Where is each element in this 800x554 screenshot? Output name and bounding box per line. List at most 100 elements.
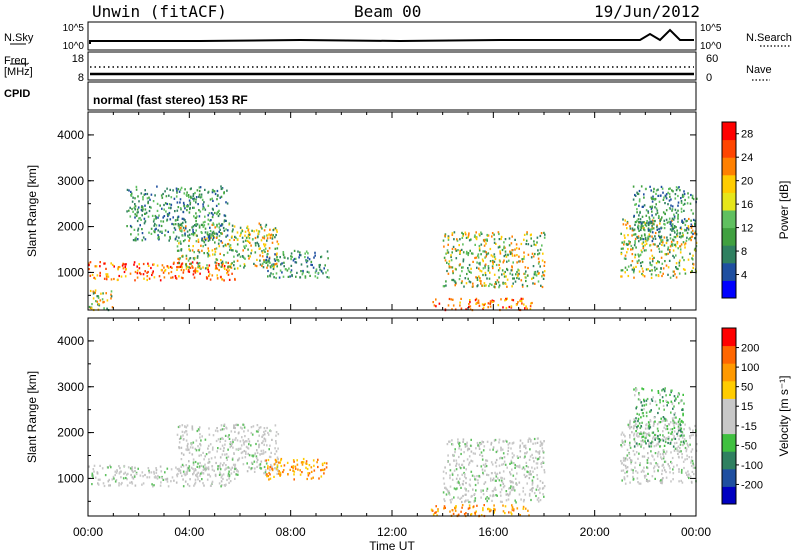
velocity-cell	[496, 449, 499, 452]
velocity-cell	[621, 439, 624, 442]
velocity-cell	[681, 430, 683, 434]
power-cell	[266, 239, 268, 242]
power-cell	[677, 201, 680, 204]
power-cell	[482, 308, 484, 311]
power-cell	[203, 206, 205, 209]
velocity-cell	[470, 470, 473, 473]
power-cell	[683, 190, 685, 193]
velocity-cell	[512, 481, 514, 484]
power-cell	[454, 284, 456, 287]
power-cell	[651, 228, 653, 231]
power-cell	[194, 267, 197, 270]
velocity-cell	[250, 467, 253, 470]
power-cell	[637, 253, 639, 256]
power-cell	[629, 227, 632, 230]
velocity-cell	[199, 436, 201, 439]
velocity-cell	[208, 458, 210, 461]
power-cell	[461, 231, 463, 234]
power-cell	[188, 211, 191, 214]
power-cell	[180, 248, 183, 251]
velocity-cell	[221, 444, 224, 447]
power-cell	[179, 223, 182, 226]
velocity-cell	[511, 480, 513, 483]
power-cell	[682, 268, 685, 271]
power-cell	[669, 228, 672, 231]
power-cell	[679, 259, 681, 262]
power-cell	[680, 207, 683, 210]
velocity-cell	[301, 471, 303, 474]
power-cell	[472, 260, 474, 263]
power-cell	[684, 268, 686, 271]
power-cell	[187, 259, 190, 262]
power-cell	[314, 254, 316, 257]
power-cell	[525, 279, 527, 283]
power-cell	[687, 228, 690, 231]
power-cell	[499, 252, 502, 255]
velocity-cell	[222, 437, 224, 440]
velocity-cell	[681, 481, 684, 484]
velocity-cell	[460, 486, 462, 489]
velocity-cell	[192, 463, 195, 466]
velocity-cell	[475, 489, 477, 492]
power-cell	[263, 259, 265, 262]
power-cell	[491, 265, 494, 268]
power-cell	[223, 265, 226, 268]
power-cell	[286, 269, 289, 272]
power-cell	[259, 263, 262, 266]
power-cell	[648, 216, 651, 219]
velocity-cell	[646, 461, 649, 464]
velocity-cell	[93, 470, 95, 473]
power-cell	[228, 245, 231, 248]
velocity-cell	[661, 472, 663, 476]
power-cell	[485, 251, 487, 254]
power-cell	[153, 224, 155, 227]
velocity-cell	[96, 472, 99, 475]
velocity-cell	[475, 510, 477, 513]
freq-tick-high: 18	[72, 53, 84, 65]
velocity-cell	[152, 485, 154, 488]
power-cell	[683, 228, 686, 231]
velocity-cell	[532, 486, 534, 490]
velocity-cell	[442, 477, 445, 480]
power-cell	[134, 213, 136, 216]
velocity-cell	[230, 430, 233, 433]
power-cell	[433, 304, 436, 307]
power-cell	[673, 256, 675, 259]
velocity-cell	[498, 464, 501, 467]
velocity-cell	[640, 416, 642, 419]
velocity-cell	[264, 429, 267, 433]
velocity-ytick-label: 2000	[57, 426, 84, 440]
velocity-cell	[538, 450, 541, 453]
velocity-cell	[527, 466, 530, 469]
power-cell	[123, 270, 126, 274]
velocity-cell	[643, 398, 645, 401]
velocity-cell	[474, 511, 476, 514]
power-cell	[692, 232, 694, 235]
velocity-cell	[263, 465, 266, 469]
velocity-cell	[259, 426, 262, 429]
power-cell	[167, 266, 170, 269]
power-cell	[91, 303, 93, 306]
power-cell	[451, 266, 454, 269]
power-cell	[146, 275, 149, 278]
power-cell	[97, 295, 100, 298]
power-cell	[444, 233, 447, 236]
velocity-cell	[183, 472, 186, 476]
velocity-ylabel: Slant Range [km]	[25, 371, 39, 463]
velocity-cell	[635, 405, 638, 409]
power-cell	[259, 223, 262, 227]
velocity-cell	[451, 439, 453, 442]
velocity-cell	[635, 433, 638, 436]
power-cell	[632, 247, 634, 250]
velocity-cell	[522, 466, 525, 469]
velocity-cell	[274, 452, 276, 456]
power-cell	[236, 259, 239, 262]
velocity-cell	[239, 440, 242, 443]
velocity-cell	[286, 461, 289, 464]
velocity-cell	[536, 498, 539, 501]
velocity-cell	[176, 433, 179, 436]
velocity-cell	[630, 425, 633, 429]
velocity-cell	[465, 481, 467, 485]
velocity-cell	[628, 452, 631, 455]
